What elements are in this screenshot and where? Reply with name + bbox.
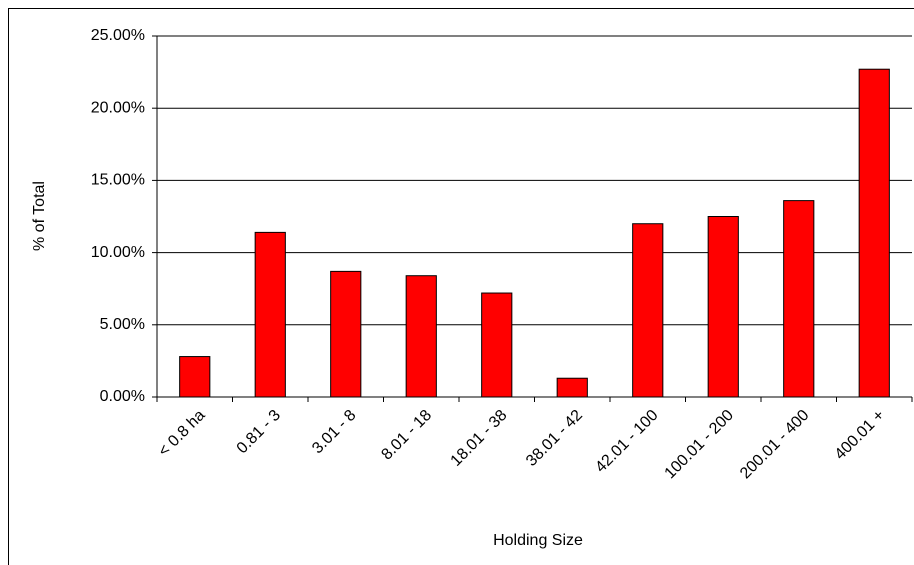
- x-tick-label: 42.01 - 100: [592, 407, 661, 476]
- x-tick-label: 3.01 - 8: [309, 407, 359, 457]
- y-tick-label: 25.00%: [91, 27, 145, 44]
- bar: [330, 270, 362, 398]
- y-tick-label: 20.00%: [91, 99, 145, 116]
- y-tick-label: 15.00%: [91, 172, 145, 189]
- x-axis-label: Holding Size: [493, 532, 583, 549]
- bar: [858, 68, 890, 398]
- x-tick-label: 0.81 - 3: [234, 407, 284, 457]
- x-tick-label: 38.01 - 42: [523, 407, 586, 470]
- bar: [707, 216, 739, 398]
- x-tick-label: 18.01 - 38: [448, 407, 511, 470]
- bar: [556, 377, 588, 398]
- x-tick-label: 100.01 - 200: [662, 407, 738, 483]
- x-tick-label: 400.01 +: [832, 407, 888, 463]
- bar: [783, 200, 815, 398]
- y-axis-label: % of Total: [31, 181, 48, 251]
- bar: [632, 223, 664, 398]
- x-tick-label: 8.01 - 18: [378, 407, 435, 464]
- bar: [254, 231, 286, 398]
- y-tick-label: 5.00%: [100, 316, 145, 333]
- x-tick-label: < 0.8 ha: [155, 407, 208, 460]
- bar: [179, 356, 211, 398]
- y-tick-label: 0.00%: [100, 388, 145, 405]
- x-tick-label: 200.01 - 400: [737, 407, 813, 483]
- chart-frame: [8, 8, 914, 565]
- bar: [481, 292, 513, 398]
- y-tick-label: 10.00%: [91, 244, 145, 261]
- bar: [405, 275, 437, 398]
